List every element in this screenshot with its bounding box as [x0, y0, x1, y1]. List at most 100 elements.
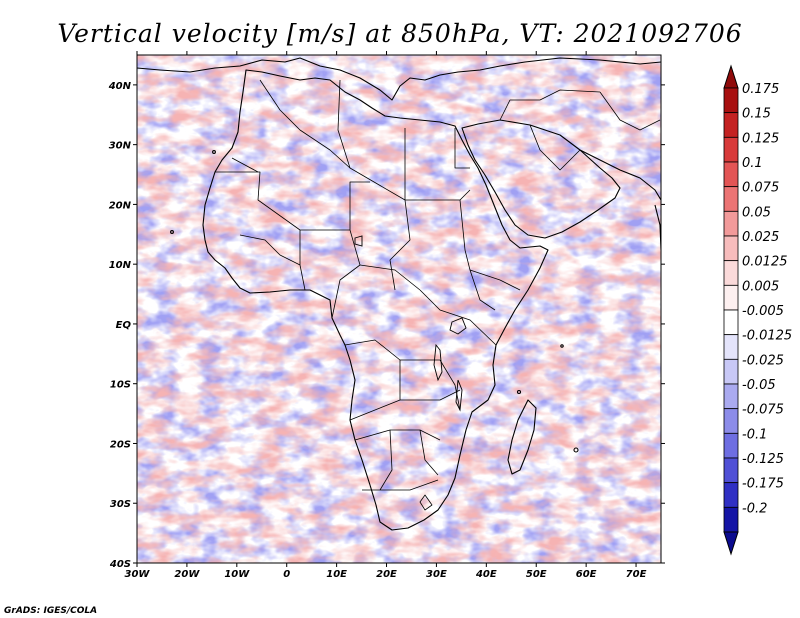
madagascar-coastline	[507, 399, 537, 475]
colorbar-swatch	[723, 358, 739, 385]
island	[212, 150, 216, 154]
border	[499, 89, 601, 121]
latitude-axis: 40N 30N 20N 10N EQ 10S 20S 30S 40S	[108, 81, 665, 570]
europe-coastline	[137, 57, 661, 101]
border	[359, 264, 421, 291]
grads-credit: GrADS: IGES/COLA	[4, 606, 97, 616]
country-borders	[215, 79, 661, 511]
colorbar-swatch	[723, 334, 739, 360]
colorbar-swatch	[723, 136, 739, 163]
field-positive-fine-layer	[137, 55, 661, 563]
lon-tick-label: 70E	[626, 569, 647, 580]
colorbar-swatch	[723, 260, 739, 286]
colorbar-label: 0.075	[742, 181, 779, 196]
lat-tick-label: 20N	[109, 200, 132, 211]
lon-tick-label: 20W	[174, 569, 200, 580]
colorbar-label: -0.125	[742, 452, 784, 467]
border	[529, 124, 581, 171]
border	[454, 128, 470, 169]
border	[354, 429, 441, 441]
lake-malawi	[455, 379, 463, 412]
colorbar-swatch	[723, 210, 739, 237]
lat-tick-label: 20S	[110, 439, 131, 450]
border	[300, 181, 370, 231]
colorbar-label: -0.1	[742, 427, 767, 442]
border	[459, 199, 471, 271]
colorbar-top-arrow	[723, 64, 739, 89]
border	[389, 199, 411, 291]
colorbar-swatch	[723, 457, 739, 484]
colorbar-label: 0.175	[742, 82, 779, 97]
colorbar-swatch	[723, 235, 739, 262]
border	[469, 269, 521, 291]
colorbar-label: 0.0125	[742, 255, 788, 270]
lat-tick-label: 40N	[108, 81, 132, 92]
colorbar-label: 0.125	[742, 131, 779, 146]
lake-tanganyika	[433, 343, 443, 382]
lon-tick-label: 60E	[576, 569, 597, 580]
border	[400, 389, 461, 401]
border	[599, 91, 661, 131]
border	[331, 229, 361, 319]
lon-tick-label: 50E	[526, 569, 547, 580]
border	[231, 157, 259, 173]
lat-tick-label: 30S	[110, 499, 131, 510]
lon-tick-label: 30E	[426, 569, 447, 580]
colorbar-swatch	[723, 482, 739, 508]
coastlines	[137, 57, 661, 531]
colorbar-swatch	[723, 408, 739, 434]
lon-tick-label: 40E	[475, 569, 497, 580]
colorbar-swatch	[723, 87, 739, 114]
border	[215, 171, 301, 231]
colorbar-swatch	[723, 284, 739, 311]
south-asia-coastline	[579, 149, 661, 201]
colorbar-label: 0.005	[742, 279, 779, 294]
colorbar-swatch	[723, 186, 739, 212]
border	[362, 479, 439, 491]
colorbar-label: -0.2	[742, 501, 767, 516]
border	[259, 79, 351, 169]
colorbar-label: -0.175	[742, 477, 784, 492]
border	[439, 359, 461, 411]
island	[170, 230, 174, 234]
colorbar-label: -0.075	[742, 403, 784, 418]
colorbar-label: -0.05	[742, 378, 776, 393]
colorbar-swatch	[723, 506, 739, 533]
border	[419, 429, 439, 476]
lon-tick-label: 10W	[224, 569, 250, 580]
border	[337, 79, 406, 201]
colorbar-swatch	[723, 112, 739, 138]
africa-coastline	[202, 69, 549, 531]
colorbar-swatch	[723, 383, 739, 410]
longitude-axis: 30W 20W 10W 0 10E 20E 30E 40E 50E 60E 70E	[125, 51, 647, 580]
colorbar-label: -0.025	[742, 353, 784, 368]
border	[379, 429, 393, 491]
colorbar-label: -0.005	[742, 304, 784, 319]
lakes	[354, 235, 467, 412]
lon-tick-label: 30W	[125, 569, 151, 580]
lat-tick-label: 40S	[109, 559, 131, 570]
colorbar-label: 0.1	[742, 156, 763, 171]
border	[239, 234, 301, 266]
colorbar-swatch	[723, 432, 739, 459]
colorbar-label: 0.05	[742, 205, 771, 220]
border	[344, 339, 440, 361]
lake-victoria	[449, 317, 467, 335]
arabia-coastline	[461, 119, 621, 239]
lat-tick-label: 10S	[110, 380, 131, 391]
figure-title: Vertical velocity [m/s] at 850hPa, VT: 2…	[57, 19, 742, 48]
island	[573, 447, 579, 453]
map-frame	[136, 54, 662, 564]
lat-tick-label: 10N	[109, 260, 132, 271]
border	[469, 269, 496, 311]
colorbar-bottom-arrow	[723, 531, 739, 556]
lat-tick-label: EQ	[116, 320, 132, 331]
lake-chad	[354, 235, 363, 247]
map-area	[137, 55, 661, 563]
colorbar: 0.175 0.15 0.125 0.1 0.075 0.05 0.025 0.0125 0.0…	[723, 64, 792, 556]
colorbar-label: -0.0125	[742, 329, 792, 344]
lon-tick-label: 20E	[376, 569, 397, 580]
colorbar-swatch	[723, 161, 739, 188]
colorbar-swatch	[723, 309, 739, 336]
